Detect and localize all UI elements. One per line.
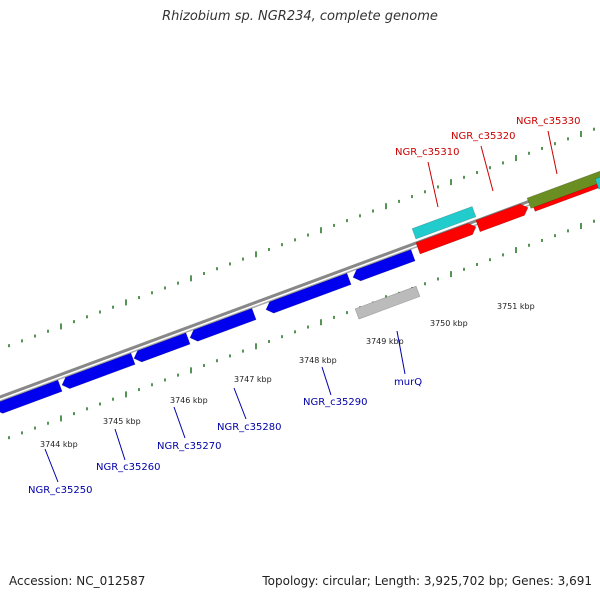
scale-labels: 3744 kbp 3745 kbp 3746 kbp 3747 kbp 3748 kbp…	[40, 302, 535, 449]
gene-label-NGR_c35280: NGR_c35280	[217, 422, 282, 433]
gene-label-NGR_c35250: NGR_c35250	[28, 485, 93, 496]
gene-label-NGR_c35290: NGR_c35290	[303, 397, 368, 408]
scale-label-3750: 3750 kbp	[430, 319, 468, 328]
grey-feature	[354, 285, 421, 320]
gene-labels: NGR_c35250 NGR_c35260 NGR_c35270 NGR_c35280…	[28, 116, 581, 496]
gene-murQ	[352, 249, 416, 282]
cyan-feature	[411, 206, 477, 240]
gene-label-NGR_c35260: NGR_c35260	[96, 462, 161, 473]
gene-label-NGR_c35320: NGR_c35320	[451, 131, 516, 142]
gene-forward-1	[475, 203, 529, 233]
gene-NGR-c35250-shape	[0, 379, 63, 414]
gene-label-NGR_c35270: NGR_c35270	[157, 441, 222, 452]
cyan-feature-shape	[411, 206, 477, 240]
leader-line	[396, 330, 406, 375]
gene-forward-0-shape	[415, 223, 477, 255]
leader-line	[427, 161, 439, 208]
gene-label-murQ: murQ	[394, 377, 422, 388]
grey-feature-shape	[354, 285, 421, 320]
scale-label-3749: 3749 kbp	[366, 337, 404, 346]
leader-line	[547, 130, 558, 175]
leader-line	[114, 428, 126, 461]
olive-feature	[526, 169, 600, 209]
scale-label-3747: 3747 kbp	[234, 375, 272, 384]
gene-NGR-c35280	[189, 308, 257, 342]
gene-forward-0	[415, 223, 477, 255]
scale-label-3745: 3745 kbp	[103, 417, 141, 426]
scale-label-3748: 3748 kbp	[299, 356, 337, 365]
gene-NGR-c35280-shape	[189, 308, 257, 342]
map-title: Rhizobium sp. NGR234, complete genome	[162, 9, 438, 24]
feature-track	[0, 169, 600, 414]
leader-line	[44, 448, 59, 483]
gene-NGR-c35260-shape	[61, 352, 136, 389]
scale-label-3744: 3744 kbp	[40, 440, 78, 449]
leader-line	[480, 145, 494, 192]
leader-line	[233, 387, 247, 420]
cyan-feature-edge	[594, 175, 600, 190]
accession-text: Accession: NC_012587	[9, 574, 146, 588]
gene-label-NGR_c35330: NGR_c35330	[516, 116, 581, 127]
gene-NGR-c35270	[133, 332, 191, 363]
cyan-feature-edge-shape	[594, 175, 600, 190]
scale-label-3746: 3746 kbp	[170, 396, 208, 405]
backbone-line-outer	[0, 173, 600, 399]
genome-summary-text: Topology: circular; Length: 3,925,702 bp…	[262, 574, 592, 588]
gene-NGR-c35250	[0, 379, 63, 414]
gene-label-NGR_c35310: NGR_c35310	[395, 147, 460, 158]
inner-tick-ring	[8, 219, 595, 440]
outer-tick-ring	[8, 127, 595, 348]
scale-label-3751: 3751 kbp	[497, 302, 535, 311]
gene-NGR-c35290	[265, 272, 352, 314]
leader-line	[321, 366, 332, 396]
gene-murQ-shape	[352, 249, 416, 282]
olive-feature-shape	[526, 169, 600, 209]
gene-NGR-c35290-shape	[265, 272, 352, 314]
leader-line	[173, 406, 186, 439]
gene-forward-1-shape	[475, 203, 529, 233]
gene-NGR-c35260	[61, 352, 136, 389]
gene-NGR-c35270-shape	[133, 332, 191, 363]
